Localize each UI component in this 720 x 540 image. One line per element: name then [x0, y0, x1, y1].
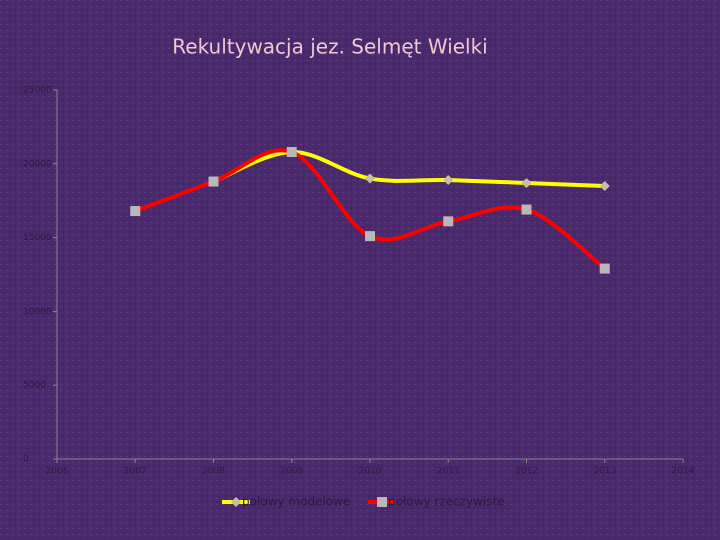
- marker: [599, 180, 610, 191]
- legend-label: połowy modelowe: [242, 495, 350, 509]
- marker: [443, 175, 454, 186]
- x-tick-label: 2011: [437, 467, 460, 477]
- y-tick-label: 20000: [23, 159, 52, 169]
- legend-marker: [231, 497, 241, 507]
- marker: [208, 176, 219, 187]
- chart-title: Rekultywacja jez. Selmęt Wielki: [172, 35, 487, 59]
- x-tick-label: 2010: [359, 467, 382, 477]
- marker: [130, 206, 141, 217]
- x-tick-label: 2006: [46, 467, 69, 477]
- marker: [365, 231, 375, 242]
- marker: [365, 173, 375, 184]
- y-tick-label: 10000: [23, 307, 52, 317]
- x-tick-label: 2007: [124, 467, 147, 477]
- x-tick-label: 2012: [515, 467, 538, 477]
- x-tick-label: 2009: [280, 467, 303, 477]
- x-tick-label: 2014: [672, 467, 695, 477]
- marker: [443, 216, 454, 227]
- marker: [521, 204, 532, 215]
- marker: [286, 146, 297, 157]
- legend-marker: [377, 497, 387, 507]
- marker: [599, 263, 610, 274]
- y-tick-label: 0: [23, 455, 29, 465]
- marker: [521, 177, 532, 188]
- y-tick-label: 25000: [23, 86, 52, 96]
- x-tick-label: 2008: [202, 467, 225, 477]
- legend-label: połowy rzeczywiste: [388, 495, 505, 509]
- y-tick-label: 15000: [23, 233, 52, 243]
- y-tick-label: 5000: [23, 381, 46, 391]
- x-tick-label: 2013: [593, 467, 616, 477]
